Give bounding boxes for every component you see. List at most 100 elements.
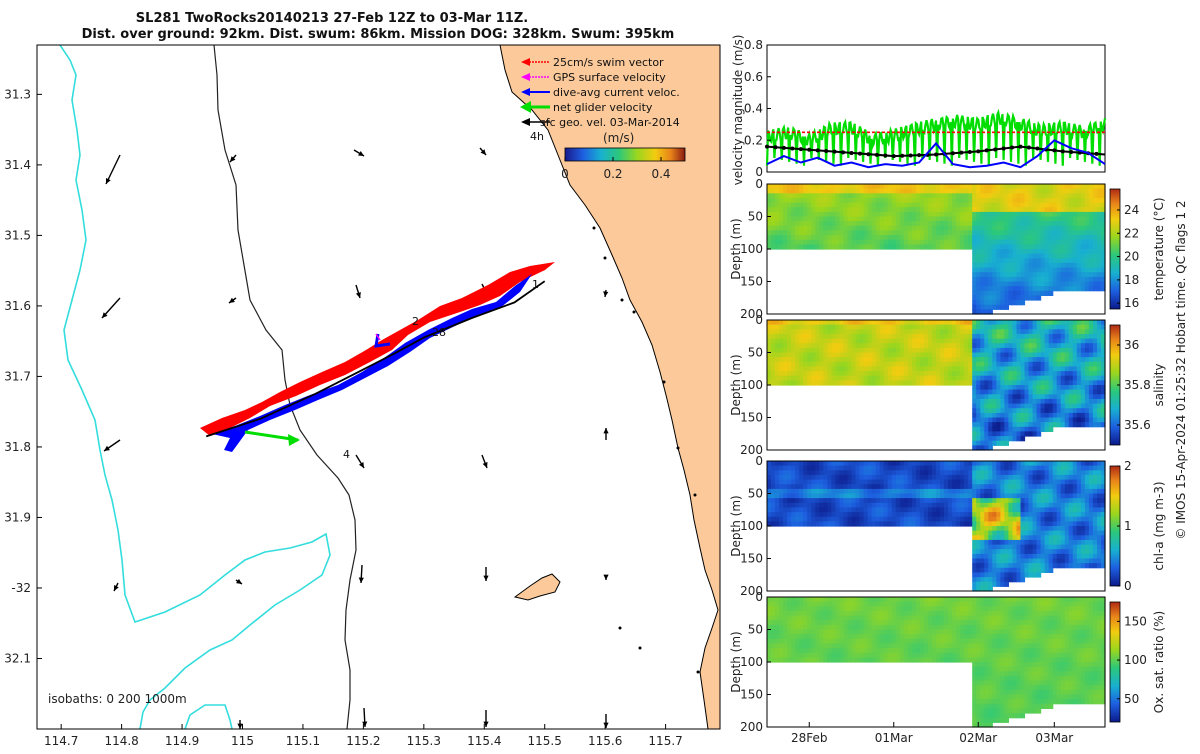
heatmap-cell bbox=[1033, 230, 1038, 235]
heatmap-cell bbox=[1021, 385, 1026, 390]
heatmap-cell bbox=[1013, 272, 1018, 277]
heatmap-cell bbox=[876, 184, 881, 189]
heatmap-cell bbox=[984, 291, 989, 296]
heatmap-cell bbox=[884, 334, 889, 339]
heatmap-cell bbox=[972, 277, 977, 282]
heatmap-cell bbox=[972, 240, 977, 245]
heatmap-cell bbox=[1097, 353, 1102, 358]
heatmap-cell bbox=[984, 480, 989, 485]
heatmap-cell bbox=[972, 470, 977, 475]
heatmap-cell bbox=[1017, 357, 1022, 362]
heatmap-cell bbox=[799, 339, 804, 344]
small-island bbox=[633, 311, 636, 314]
velocity-geo-marker bbox=[959, 151, 963, 155]
heatmap-cell bbox=[940, 343, 945, 348]
heatmap-cell bbox=[1097, 422, 1102, 427]
heatmap-cell bbox=[771, 597, 776, 602]
heatmap-cell bbox=[884, 466, 889, 471]
heatmap-cell bbox=[799, 521, 804, 526]
heatmap-cell bbox=[876, 494, 881, 499]
heatmap-cell bbox=[992, 325, 997, 330]
heatmap-cell bbox=[827, 235, 832, 240]
heatmap-cell bbox=[844, 521, 849, 526]
heatmap-cell bbox=[848, 461, 853, 466]
heatmap-cell bbox=[972, 193, 977, 198]
heatmap-cell bbox=[904, 244, 909, 249]
heatmap-cell bbox=[1029, 189, 1034, 194]
heatmap-cell bbox=[771, 470, 776, 475]
heatmap-cell bbox=[864, 503, 869, 508]
heatmap-cell bbox=[876, 507, 881, 512]
heatmap-cell bbox=[1037, 244, 1042, 249]
heatmap-cell bbox=[896, 380, 901, 385]
heatmap-cell bbox=[1008, 461, 1013, 466]
heatmap-cell bbox=[988, 230, 993, 235]
heatmap-cell bbox=[1057, 249, 1062, 254]
heatmap-cell bbox=[940, 193, 945, 198]
heatmap-cell bbox=[1045, 408, 1050, 413]
heatmap-cell bbox=[1033, 286, 1038, 291]
heatmap-cell bbox=[1077, 512, 1082, 517]
heatmap-cell bbox=[767, 498, 772, 503]
heatmap-cell bbox=[904, 521, 909, 526]
heatmap-cell bbox=[1013, 413, 1018, 418]
heatmap-cell bbox=[972, 272, 977, 277]
heatmap-cell bbox=[904, 376, 909, 381]
heatmap-cell bbox=[779, 503, 784, 508]
heatmap-cell bbox=[844, 325, 849, 330]
heatmap-cell bbox=[1065, 268, 1070, 273]
heatmap-cell bbox=[984, 577, 989, 582]
heatmap-cell bbox=[888, 461, 893, 466]
heatmap-cell bbox=[928, 498, 933, 503]
heatmap-cell bbox=[984, 436, 989, 441]
heatmap-cell bbox=[976, 254, 981, 259]
heatmap-cell bbox=[964, 466, 969, 471]
heatmap-cell bbox=[811, 325, 816, 330]
heatmap-cell bbox=[984, 226, 989, 231]
heatmap-cell bbox=[1069, 226, 1074, 231]
heatmap-cell bbox=[864, 343, 869, 348]
heatmap-cell bbox=[984, 461, 989, 466]
heatmap-cell bbox=[852, 521, 857, 526]
heatmap-cell bbox=[912, 362, 917, 367]
heatmap-cell bbox=[1013, 320, 1018, 325]
heatmap-cell bbox=[956, 498, 961, 503]
heatmap-cell bbox=[1077, 226, 1082, 231]
heatmap-cell bbox=[900, 480, 905, 485]
heatmap-cell bbox=[888, 521, 893, 526]
heatmap-cell bbox=[992, 240, 997, 245]
heatmap-cell bbox=[872, 466, 877, 471]
heatmap-cell bbox=[988, 240, 993, 245]
heatmap-cell bbox=[848, 484, 853, 489]
heatmap-cell bbox=[1033, 366, 1038, 371]
heatmap-cell bbox=[1037, 357, 1042, 362]
heatmap-cell bbox=[1000, 563, 1005, 568]
heatmap-cell bbox=[908, 489, 913, 494]
heatmap-cell bbox=[1069, 348, 1074, 353]
heatmap-cell bbox=[940, 348, 945, 353]
heatmap-cell bbox=[876, 203, 881, 208]
heatmap-cell bbox=[1045, 268, 1050, 273]
heatmap-cell bbox=[1000, 277, 1005, 282]
heatmap-cell bbox=[1004, 418, 1009, 423]
heatmap-cell bbox=[815, 466, 820, 471]
heatmap-cell bbox=[908, 380, 913, 385]
heatmap-cell bbox=[856, 325, 861, 330]
heatmap-cell bbox=[972, 376, 977, 381]
heatmap-cell bbox=[1065, 362, 1070, 367]
heatmap-cell bbox=[964, 507, 969, 512]
heatmap-cell bbox=[787, 648, 792, 653]
heatmap-cell bbox=[952, 240, 957, 245]
heatmap-cell bbox=[771, 212, 776, 217]
heatmap-cell bbox=[783, 212, 788, 217]
heatmap-cell bbox=[1093, 503, 1098, 508]
heatmap-cell bbox=[839, 357, 844, 362]
heatmap-cell bbox=[944, 498, 949, 503]
heatmap-cell bbox=[1017, 418, 1022, 423]
heatmap-cell bbox=[976, 189, 981, 194]
heatmap-cell bbox=[775, 625, 780, 630]
heatmap-cell bbox=[1000, 263, 1005, 268]
heatmap-cell bbox=[827, 480, 832, 485]
heatmap-cell bbox=[1085, 226, 1090, 231]
heatmap-cell bbox=[791, 217, 796, 222]
